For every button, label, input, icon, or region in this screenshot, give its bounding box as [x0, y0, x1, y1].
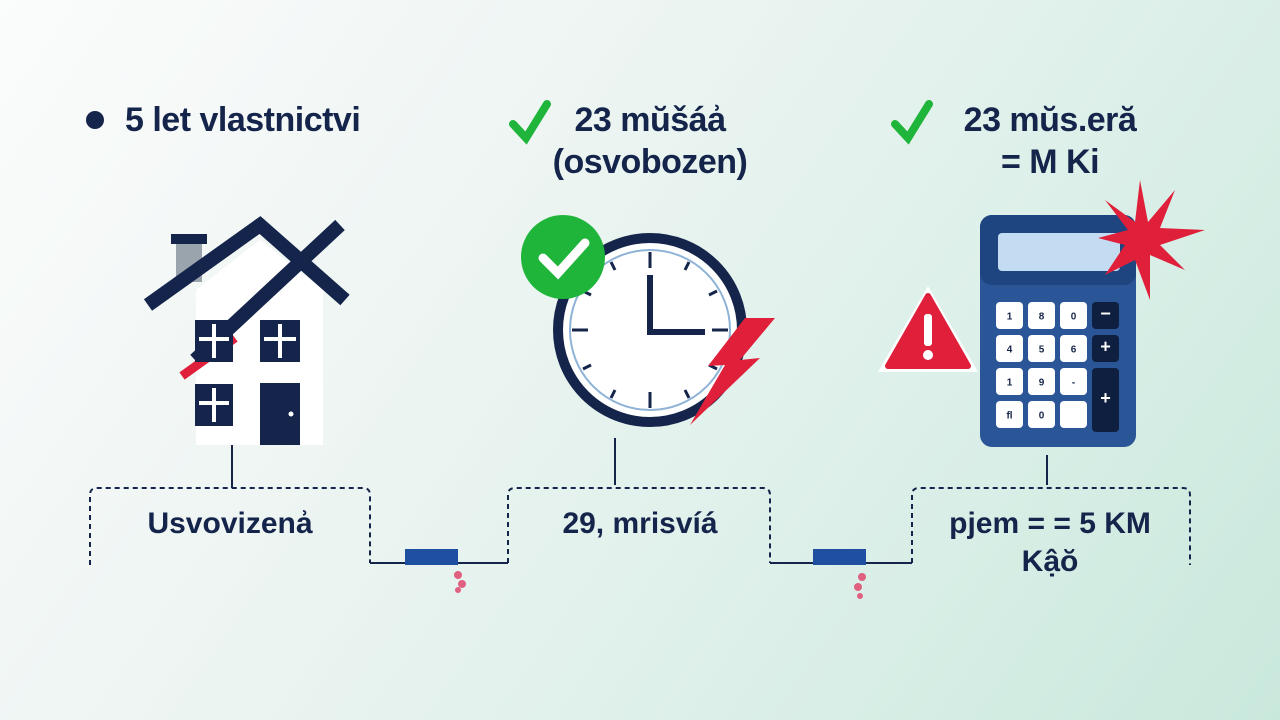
calculator-key: 8 — [1028, 302, 1055, 329]
calculator-key: 1 — [996, 302, 1023, 329]
calculator-key: 5 — [1028, 335, 1055, 362]
svg-text:8: 8 — [1039, 312, 1045, 323]
heading-2-line-1: 23 mŭšáẚ — [574, 101, 727, 139]
calculator-key: 4 — [996, 335, 1023, 362]
svg-text:5: 5 — [1039, 345, 1045, 356]
calculator-key: 1 — [996, 368, 1023, 395]
heading-2-line-2: (osvobozen) — [552, 143, 748, 181]
svg-text:9: 9 — [1039, 378, 1045, 389]
calculator-key: - — [1060, 368, 1087, 395]
svg-text:+: + — [1100, 337, 1111, 357]
heading-3-line-2: = M Ki — [1000, 143, 1100, 181]
calculator-key: + — [1092, 368, 1119, 432]
svg-text:−: − — [1100, 304, 1111, 324]
check-icon — [509, 100, 551, 145]
svg-text:1: 1 — [1007, 312, 1013, 323]
heading-1: 5 let vlastnictvi — [125, 101, 361, 139]
svg-text:-: - — [1072, 378, 1075, 389]
label-2: 29, mrisvíá — [562, 507, 718, 540]
calculator-key: + — [1092, 335, 1119, 362]
house-icon — [143, 216, 350, 445]
calculator-key: 6 — [1060, 335, 1087, 362]
cable-plug-icon — [405, 549, 466, 593]
label-1: Usvovizenẚ — [147, 507, 313, 540]
svg-text:0: 0 — [1039, 411, 1045, 422]
cable-plug-icon — [813, 549, 866, 599]
heading-3-line-1: 23 mŭs.eră — [963, 101, 1137, 139]
label-3: pjem = = 5 KM Kậŏ — [915, 505, 1185, 581]
svg-text:4: 4 — [1007, 345, 1013, 356]
calculator-key: 0 — [1060, 302, 1087, 329]
heading-3: 23 mŭs.eră = M Ki — [935, 99, 1165, 183]
calculator-key: 9 — [1028, 368, 1055, 395]
calculator-key: 0 — [1028, 401, 1055, 428]
warning-icon — [878, 286, 978, 372]
svg-text:0: 0 — [1071, 312, 1077, 323]
svg-text:1: 1 — [1007, 378, 1013, 389]
check-icon — [891, 100, 933, 145]
bullet-icon — [86, 111, 104, 129]
calculator-key: fl — [996, 401, 1023, 428]
calculator-key — [1060, 401, 1087, 428]
svg-text:6: 6 — [1071, 345, 1077, 356]
svg-text:fl: fl — [1006, 411, 1012, 422]
svg-text:+: + — [1100, 388, 1111, 408]
label-3-line-2: Kậŏ — [1021, 545, 1079, 578]
calculator-key: − — [1092, 302, 1119, 329]
label-3-line-1: pjem = = 5 KM — [949, 507, 1151, 540]
clock-icon — [521, 215, 775, 485]
heading-2: 23 mŭšáẚ (osvobozen) — [530, 99, 770, 183]
calculator-icon: 1 8 0 − 4 5 6 +1 9 - + fl 0 — [980, 180, 1205, 447]
